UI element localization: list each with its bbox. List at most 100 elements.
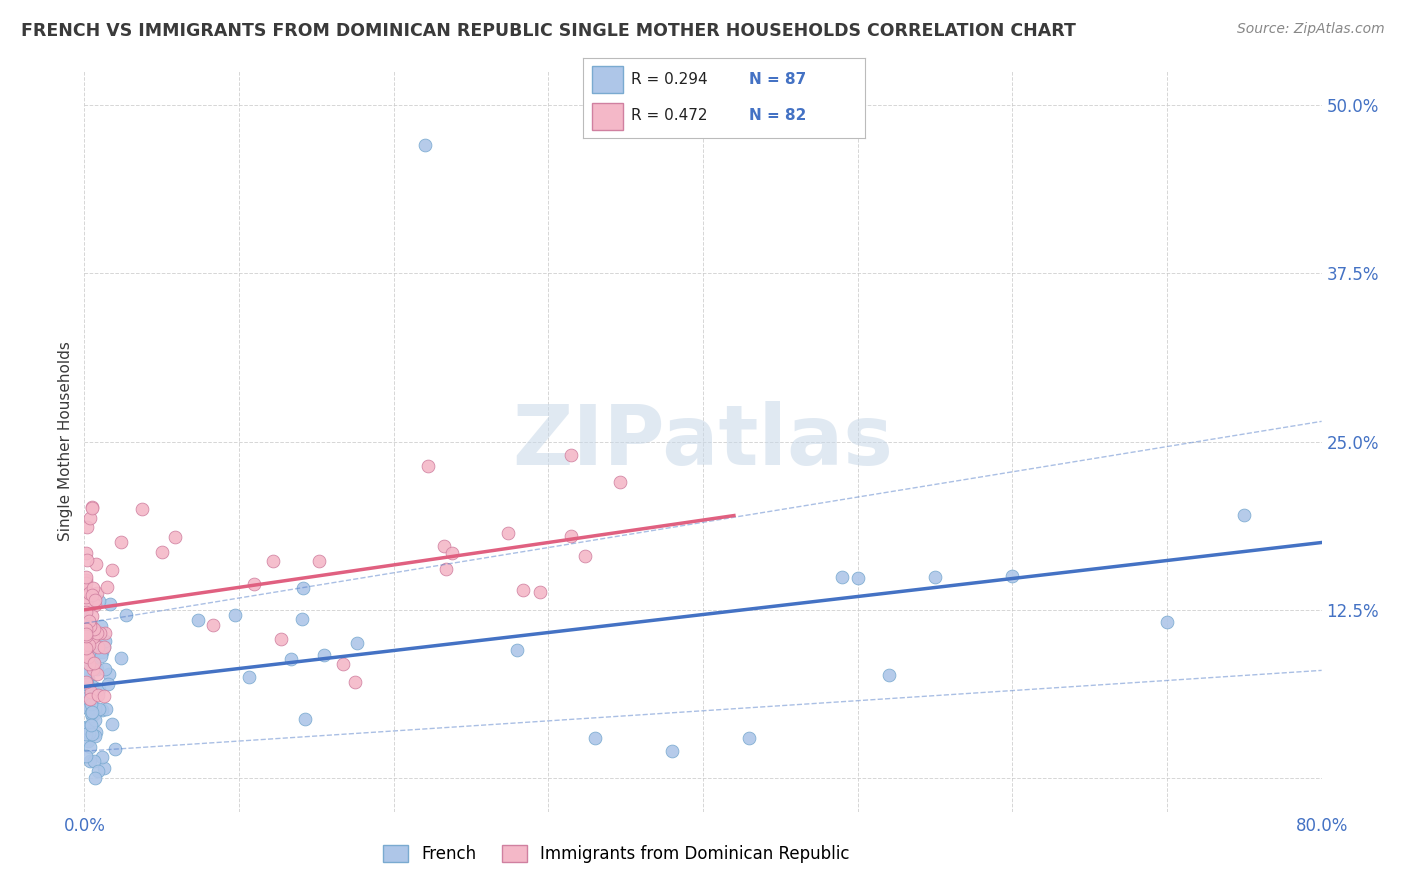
- Point: [90, 648, 112, 663]
- Point: [87, 701, 110, 715]
- Point: [291, 581, 314, 595]
- Point: [82, 662, 104, 676]
- Point: [75, 695, 97, 709]
- Point: [560, 448, 582, 462]
- Point: [75, 665, 97, 680]
- Text: N = 82: N = 82: [749, 108, 807, 123]
- Point: [79, 739, 101, 754]
- Point: [77, 650, 100, 665]
- Legend: French, Immigrants from Dominican Republic: French, Immigrants from Dominican Republ…: [377, 838, 856, 870]
- Point: [86, 667, 108, 681]
- Text: R = 0.472: R = 0.472: [631, 108, 707, 123]
- Point: [79, 618, 101, 632]
- Point: [76, 520, 98, 534]
- Point: [560, 529, 582, 543]
- Point: [846, 571, 869, 585]
- Point: [94, 625, 117, 640]
- Point: [97, 676, 120, 690]
- Point: [91, 750, 114, 764]
- Point: [75, 627, 97, 641]
- Point: [77, 657, 100, 671]
- Point: [75, 629, 97, 643]
- Point: [110, 651, 132, 665]
- Point: [574, 549, 596, 564]
- Point: [77, 632, 100, 646]
- Point: [87, 627, 110, 641]
- Point: [89, 626, 111, 640]
- Point: [76, 647, 98, 661]
- Point: [82, 650, 104, 665]
- Point: [75, 720, 97, 734]
- Point: [93, 690, 115, 704]
- Point: [82, 500, 104, 514]
- Bar: [592, 103, 623, 130]
- Point: [75, 675, 97, 690]
- Point: [75, 622, 97, 636]
- Text: Source: ZipAtlas.com: Source: ZipAtlas.com: [1237, 22, 1385, 37]
- Bar: [592, 66, 623, 94]
- Point: [93, 640, 115, 655]
- Point: [87, 593, 110, 607]
- Point: [80, 706, 103, 720]
- Point: [75, 647, 97, 661]
- Point: [94, 661, 117, 675]
- Point: [84, 558, 107, 572]
- Point: [98, 597, 121, 611]
- Point: [506, 642, 529, 657]
- Point: [83, 656, 105, 670]
- Point: [77, 614, 100, 628]
- Point: [76, 682, 98, 697]
- Point: [75, 596, 97, 610]
- Point: [75, 573, 97, 587]
- Point: [77, 624, 100, 638]
- Point: [75, 640, 97, 654]
- Point: [97, 666, 120, 681]
- Point: [131, 502, 153, 516]
- Point: [77, 638, 100, 652]
- Point: [83, 622, 105, 636]
- Point: [75, 674, 97, 689]
- Point: [84, 729, 107, 743]
- Point: [80, 705, 103, 719]
- Point: [150, 545, 173, 559]
- Text: FRENCH VS IMMIGRANTS FROM DOMINICAN REPUBLIC SINGLE MOTHER HOUSEHOLDS CORRELATIO: FRENCH VS IMMIGRANTS FROM DOMINICAN REPU…: [21, 22, 1076, 40]
- Point: [76, 734, 98, 748]
- Point: [84, 598, 107, 612]
- Point: [86, 586, 108, 600]
- Point: [79, 644, 101, 658]
- Point: [101, 563, 124, 577]
- Point: [1233, 508, 1256, 522]
- Point: [75, 700, 97, 714]
- Point: [76, 721, 98, 735]
- Point: [86, 662, 108, 676]
- Point: [418, 458, 440, 473]
- Point: [76, 627, 98, 641]
- Point: [202, 618, 225, 632]
- Point: [529, 584, 551, 599]
- Point: [661, 744, 683, 758]
- Point: [1156, 615, 1178, 629]
- Point: [84, 771, 107, 785]
- Point: [434, 562, 457, 576]
- Point: [75, 646, 97, 660]
- Point: [75, 660, 97, 674]
- Point: [90, 619, 112, 633]
- Point: [86, 640, 108, 654]
- Point: [77, 586, 100, 600]
- Point: [76, 676, 98, 690]
- Point: [75, 610, 97, 624]
- Point: [79, 718, 101, 732]
- Point: [280, 651, 302, 665]
- Point: [80, 727, 103, 741]
- Point: [75, 726, 97, 740]
- Y-axis label: Single Mother Households: Single Mother Households: [58, 342, 73, 541]
- Point: [80, 501, 103, 516]
- Point: [86, 625, 108, 640]
- Text: R = 0.294: R = 0.294: [631, 72, 707, 87]
- Point: [83, 706, 105, 721]
- Point: [87, 682, 110, 697]
- Point: [75, 640, 97, 655]
- Point: [738, 731, 761, 745]
- Point: [924, 570, 946, 584]
- Point: [343, 675, 366, 690]
